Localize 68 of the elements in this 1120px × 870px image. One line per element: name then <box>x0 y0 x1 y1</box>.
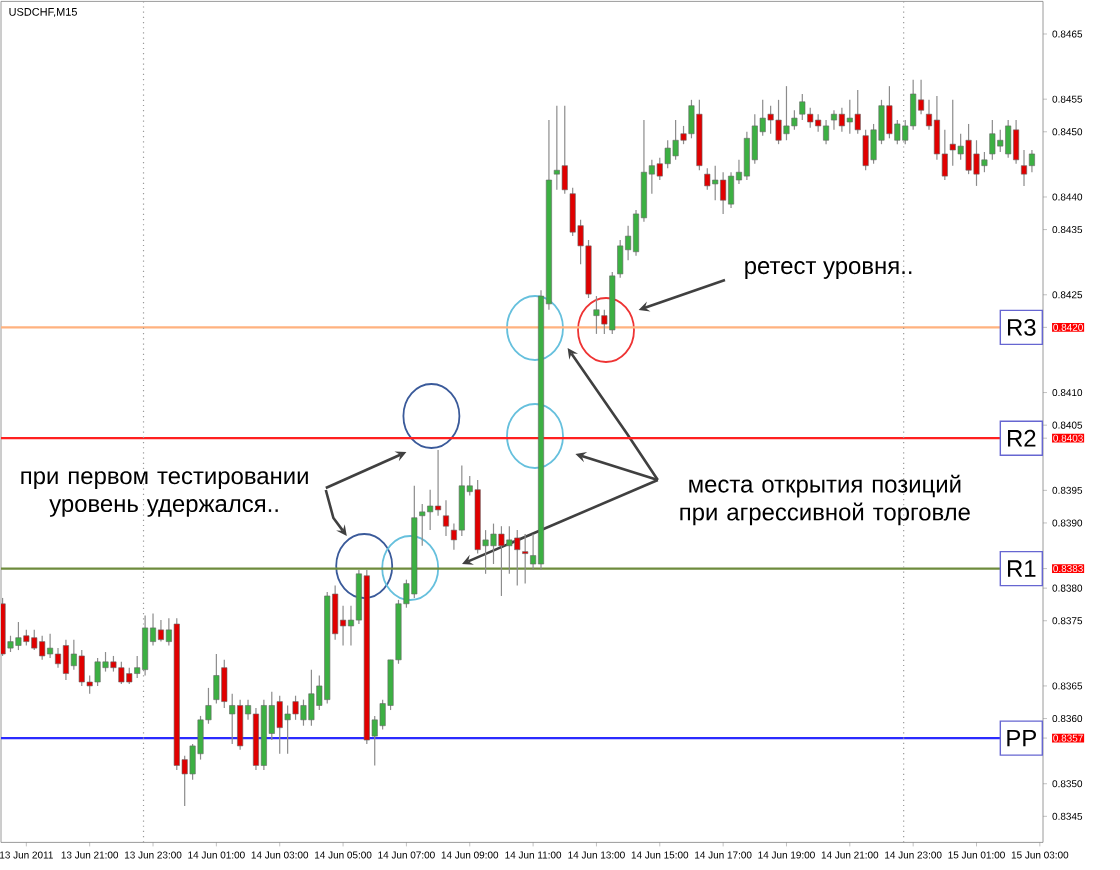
candlestick <box>47 633 54 659</box>
candlestick <box>728 171 735 209</box>
annotation: ретест уровня.. <box>745 261 912 279</box>
candlestick <box>767 105 774 135</box>
candlestick <box>419 503 426 547</box>
candlestick <box>886 85 893 139</box>
candlestick <box>284 704 291 755</box>
candlestick <box>783 85 790 141</box>
candlestick <box>522 533 529 585</box>
candlestick <box>118 661 125 685</box>
candlestick <box>229 693 236 745</box>
candlestick <box>300 699 307 727</box>
candlestick <box>949 99 956 167</box>
candlestick <box>854 89 861 135</box>
candlestick <box>157 619 164 643</box>
candlestick <box>799 93 806 121</box>
candlestick <box>55 647 62 669</box>
candlestick <box>965 123 972 175</box>
candlestick <box>823 119 830 145</box>
annotation: места открытия позиций при агрессивной торговле <box>680 474 970 526</box>
candlestick <box>39 635 46 661</box>
candlestick <box>213 653 220 705</box>
candlestick <box>704 167 711 191</box>
annotation: при первом тестировании уровень удержался.. <box>21 471 308 517</box>
candlestick <box>435 449 442 517</box>
candlestick <box>276 695 283 755</box>
candlestick <box>664 139 671 169</box>
candlestick <box>720 171 727 215</box>
candlestick <box>989 119 996 161</box>
candlestick <box>561 105 568 195</box>
candlestick <box>221 659 228 709</box>
candlestick <box>1013 119 1020 165</box>
candlestick <box>743 131 750 181</box>
candlestick <box>142 614 149 677</box>
candlestick <box>1005 119 1012 159</box>
candlestick <box>838 107 845 133</box>
candlestick <box>31 629 38 651</box>
candlestick <box>593 295 600 335</box>
candlestick <box>791 109 798 131</box>
candlestick <box>498 525 505 597</box>
candlestick <box>443 499 449 537</box>
candlestick <box>94 657 101 687</box>
candlestick <box>712 165 719 201</box>
candlestick <box>78 649 85 687</box>
candlestick <box>1028 149 1035 173</box>
candlestick <box>308 669 315 727</box>
ref-line-label: R1 <box>1008 560 1036 577</box>
candlestick <box>981 151 988 173</box>
candlestick <box>506 525 513 575</box>
candlestick <box>807 107 814 129</box>
candlestick <box>672 119 679 161</box>
candlestick <box>15 621 22 651</box>
candlestick <box>1021 149 1028 187</box>
candlestick <box>973 139 980 187</box>
ref-line-label: PP <box>1007 729 1036 747</box>
candlestick <box>846 99 853 135</box>
candlestick <box>775 99 782 145</box>
candlestick <box>862 129 869 171</box>
ref-line-label: R2 <box>1008 429 1036 447</box>
candlestick <box>292 695 299 721</box>
candlestick <box>997 129 1004 153</box>
candlestick <box>514 529 521 587</box>
candlestick <box>237 699 244 751</box>
candlestick <box>815 113 822 133</box>
candlestick <box>830 109 837 131</box>
ref-line-label: R3 <box>1008 318 1036 336</box>
candlestick <box>62 639 69 681</box>
candlestick <box>490 523 497 565</box>
